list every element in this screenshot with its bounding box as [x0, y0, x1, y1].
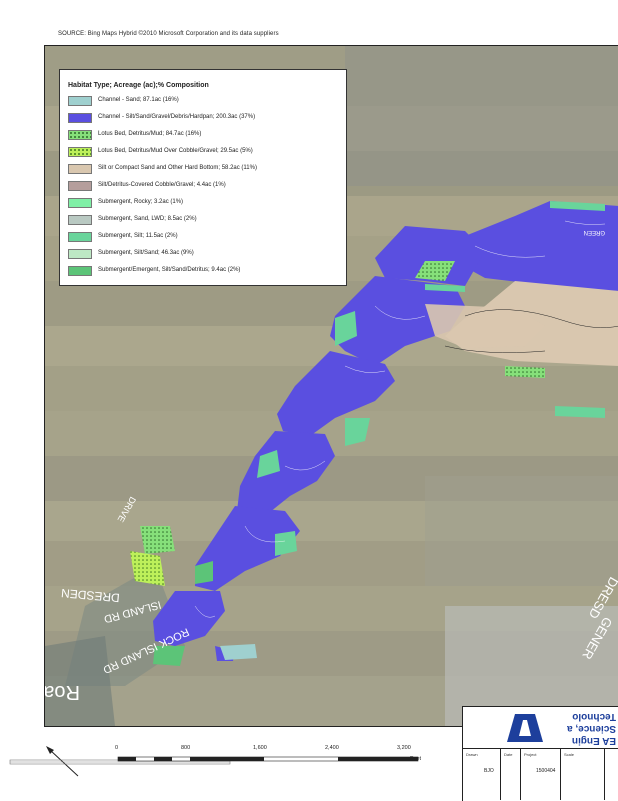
legend-item: Submergent, Sand, LWD; 8.5ac (2%): [68, 215, 340, 227]
legend-item-label: Submergent/Emergent, Silt/Sand/Detritus;…: [98, 267, 241, 273]
shore-contours: [444, 309, 618, 353]
title-block-divider: [604, 748, 605, 800]
depth-contours: [194, 220, 606, 618]
title-block-divider: [520, 748, 521, 800]
scale-tick: 3,200: [397, 745, 411, 751]
legend-item-label: Lotus Bed, Detritus/Mud; 84.7ac (16%): [98, 131, 202, 137]
title-block-divider: [500, 748, 501, 800]
legend-item: Silt/Detritus-Covered Cobble/Gravel; 4.4…: [68, 181, 340, 193]
legend-item: Submergent, Silt/Sand; 46.3ac (9%): [68, 249, 340, 261]
habitat-legend: Habitat Type; Acreage (ac);% Composition…: [59, 69, 347, 286]
scale-tick: 800: [181, 745, 191, 751]
legend-item-label: Silt/Detritus-Covered Cobble/Gravel; 4.4…: [98, 182, 226, 188]
legend-item: Lotus Bed, Detritus/Mud; 84.7ac (16%): [68, 130, 340, 142]
legend-item-label: Silt or Compact Sand and Other Hard Bott…: [98, 165, 257, 171]
logo-text-line1: EA Engin: [571, 735, 616, 746]
legend-item-label: Submergent, Rocky; 3.2ac (1%): [98, 199, 184, 205]
scale-label: Scale: [564, 752, 575, 757]
legend-swatch: [68, 96, 92, 106]
legend-item-label: Submergent, Sand, LWD; 8.5ac (2%): [98, 216, 197, 222]
title-block-grid: [462, 748, 618, 801]
legend-swatch: [68, 215, 92, 225]
scale-tick: 2,400: [325, 745, 339, 751]
source-credit: SOURCE: Bing Maps Hybrid ©2010 Microsoft…: [58, 31, 279, 37]
scale-bar: [9, 746, 419, 777]
project-value: 1500404: [536, 768, 556, 774]
legend-swatch: [68, 164, 92, 174]
legend-item: Lotus Bed, Detritus/Mud Over Cobble/Grav…: [68, 147, 340, 159]
drawn-value: BJO: [484, 768, 494, 774]
legend-item-label: Channel - Sand; 87.1ac (16%): [98, 97, 179, 103]
drawn-label: Drawn: [466, 752, 478, 757]
legend-swatch: [68, 198, 92, 208]
green-label: GREEN: [584, 229, 605, 235]
title-block-divider: [560, 748, 561, 800]
legend-item: Submergent, Rocky; 3.2ac (1%): [68, 198, 340, 210]
title-block: [462, 706, 618, 801]
legend-item: Submergent, Silt; 11.5ac (2%): [68, 232, 340, 244]
logo-text-line3: Technolo: [572, 711, 616, 722]
legend-swatch: [68, 130, 92, 140]
legend-item: Channel - Silt/Sand/Gravel/Debris/Hardpa…: [68, 113, 340, 125]
legend-title: Habitat Type; Acreage (ac);% Composition: [68, 82, 209, 89]
legend-item-label: Submergent, Silt; 11.5ac (2%): [98, 233, 178, 239]
scale-unit: Feet: [410, 756, 422, 762]
north-arrow-icon: [46, 746, 79, 777]
legend-item: Silt or Compact Sand and Other Hard Bott…: [68, 164, 340, 176]
scale-tick: 0: [115, 745, 119, 751]
legend-swatch: [68, 232, 92, 242]
scale-tick: 1,600: [253, 745, 267, 751]
road-fragment-label: Road: [45, 681, 80, 703]
legend-swatch: [68, 266, 92, 276]
legend-item-label: Channel - Silt/Sand/Gravel/Debris/Hardpa…: [98, 114, 256, 120]
legend-item: Submergent/Emergent, Silt/Sand/Detritus;…: [68, 266, 340, 278]
habitat-polygons: [130, 201, 618, 666]
ea-logo-icon: [507, 714, 543, 742]
date-label: Date: [504, 752, 513, 757]
legend-swatch: [68, 249, 92, 259]
legend-item: Channel - Sand; 87.1ac (16%): [68, 96, 340, 108]
legend-swatch: [68, 147, 92, 157]
legend-swatch: [68, 181, 92, 191]
legend-item-label: Submergent, Silt/Sand; 46.3ac (9%): [98, 250, 194, 256]
logo-text-line2: Science, a: [567, 723, 616, 734]
dresden-label: DRESDEN: [61, 586, 121, 605]
legend-item-label: Lotus Bed, Detritus/Mud Over Cobble/Grav…: [98, 148, 253, 154]
project-label: Project: [524, 752, 537, 757]
legend-swatch: [68, 113, 92, 123]
